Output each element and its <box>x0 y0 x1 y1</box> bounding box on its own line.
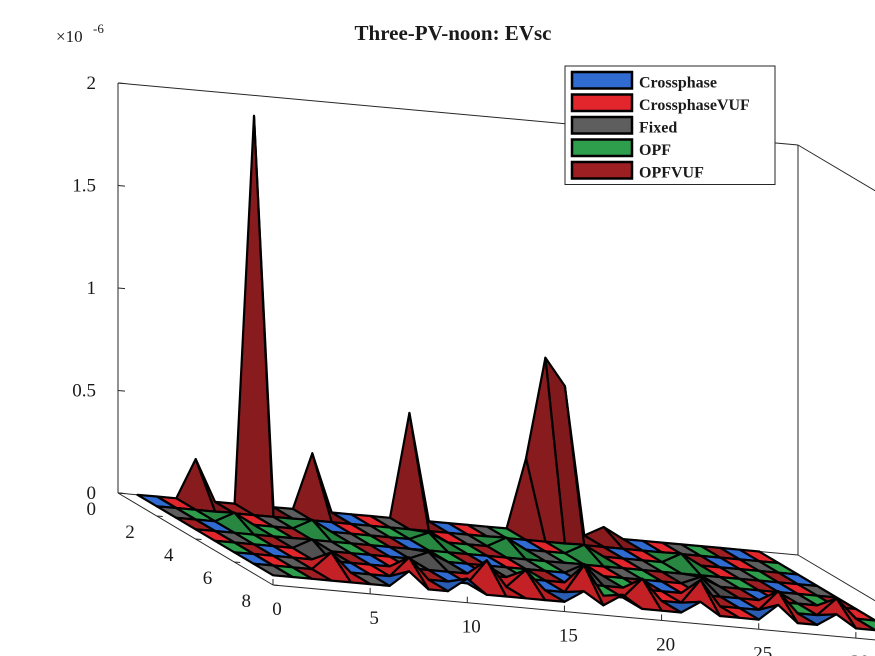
legend: Crossphase CrossphaseVUF Fixed OPF OPFVUF <box>564 65 776 185</box>
x-tick-label: 5 <box>369 608 379 629</box>
x-tick-label: 30 <box>850 652 869 656</box>
axes-edge <box>797 554 875 602</box>
x-tick-label: 10 <box>462 617 481 638</box>
legend-swatch <box>570 138 634 158</box>
surface-patch <box>233 114 275 519</box>
y-tick-mark <box>195 538 202 540</box>
z-exponent-label: ×10 -6 <box>56 21 104 46</box>
surface-mesh <box>136 114 875 632</box>
z-tick-label: 1 <box>87 278 97 299</box>
axes-edge <box>272 584 875 641</box>
z-tick-label: 2 <box>87 73 97 94</box>
axes-edge <box>797 144 875 192</box>
x-tick-label: 25 <box>753 643 772 656</box>
x-tick-label: 0 <box>272 599 282 620</box>
legend-swatch <box>570 93 634 113</box>
z-exponent-power: -6 <box>93 21 104 36</box>
y-tick-mark <box>234 561 241 563</box>
legend-label: OPF <box>639 142 671 159</box>
z-tick-label: 1.5 <box>72 176 96 197</box>
legend-swatch <box>570 115 634 135</box>
z-tick-mark <box>117 185 126 187</box>
y-tick-label: 0 <box>87 499 97 520</box>
y-tick-label: 2 <box>125 522 135 543</box>
z-tick-label: 0.5 <box>72 381 96 402</box>
y-tick-mark <box>117 492 125 494</box>
y-tick-label: 8 <box>242 591 252 612</box>
legend-label: OPFVUF <box>639 165 704 182</box>
axis-ticks: 00.511.520510152025303502468 <box>72 73 869 656</box>
y-tick-mark <box>156 515 163 517</box>
y-tick-mark <box>272 584 280 586</box>
legend-label: Crossphase <box>639 75 717 92</box>
z-tick-mark <box>117 287 126 290</box>
z-exponent-base: ×10 <box>56 27 83 46</box>
x-tick-label: 15 <box>559 626 578 647</box>
surface-patch <box>388 411 430 533</box>
legend-swatch <box>570 160 634 180</box>
surface-patch <box>252 562 294 579</box>
z-tick-label: 0 <box>87 483 97 504</box>
x-tick-label: 20 <box>656 634 675 655</box>
legend-swatch <box>570 70 634 90</box>
legend-label: Fixed <box>639 120 677 137</box>
legend-label: CrossphaseVUF <box>639 97 750 114</box>
y-tick-label: 4 <box>164 545 174 566</box>
z-tick-mark <box>117 390 126 392</box>
chart-title: Three-PV-noon: EVsc <box>355 21 552 45</box>
z-tick-mark <box>117 82 126 85</box>
y-tick-label: 6 <box>203 568 213 589</box>
